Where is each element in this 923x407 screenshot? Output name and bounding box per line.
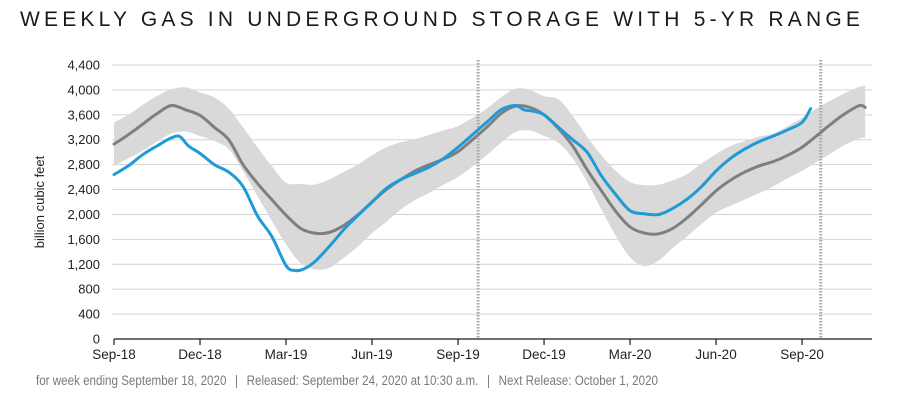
x-tick-label: Jun-20 — [695, 347, 736, 362]
x-tick-label: Dec-18 — [178, 347, 222, 362]
y-tick-label: 4,000 — [67, 82, 100, 97]
reference-lines — [476, 60, 823, 339]
y-tick-label: 2,000 — [67, 207, 100, 222]
x-tick-label: Sep-19 — [436, 347, 480, 362]
x-tick-label: Dec-19 — [522, 347, 566, 362]
series-lines — [112, 103, 867, 273]
y-tick-label: 2,800 — [67, 157, 100, 172]
y-tick-label: 4,400 — [67, 58, 100, 73]
range-band-group — [114, 85, 866, 270]
x-tick-label: Sep-20 — [780, 347, 824, 362]
y-tick-label: 1,600 — [67, 232, 100, 247]
y-tick-label: 2,400 — [67, 182, 100, 197]
five-year-average-line — [112, 103, 867, 236]
week-ending-text: for week ending September 18, 2020 — [36, 373, 227, 388]
range-band — [114, 85, 866, 270]
x-tick-label: Sep-18 — [92, 347, 136, 362]
y-tick-label: 800 — [78, 282, 100, 297]
next-release-text: Next Release: October 1, 2020 — [498, 373, 658, 388]
y-tick-labels: 0 400 800 1,200 1,600 2,000 2,400 2,800 3,200 3,6… — [67, 58, 100, 347]
footer: for week ending September 18, 2020 | Relea… — [36, 373, 793, 388]
footer-separator: | — [486, 373, 490, 388]
x-tick-labels: Sep-18 Dec-18 Mar-19 Jun-19 Sep-19 Dec-19 Mar-… — [92, 347, 824, 362]
y-tick-label: 1,200 — [67, 257, 100, 272]
released-text: Released: September 24, 2020 at 10:30 a.… — [246, 373, 479, 388]
footer-separator: | — [235, 373, 239, 388]
axes — [113, 338, 872, 345]
x-tick-label: Mar-20 — [609, 347, 652, 362]
chart-title: WEEKLY GAS IN UNDERGROUND STORAGE WITH 5… — [20, 8, 865, 31]
y-axis-label: billion cubic feet — [32, 155, 47, 248]
y-tick-label: 3,200 — [67, 132, 100, 147]
actual-storage-line — [112, 104, 813, 273]
y-tick-label: 0 — [93, 332, 100, 347]
y-tick-label: 3,600 — [67, 107, 100, 122]
x-tick-label: Jun-19 — [351, 347, 392, 362]
y-tick-label: 400 — [78, 307, 100, 322]
x-tick-label: Mar-19 — [265, 347, 308, 362]
